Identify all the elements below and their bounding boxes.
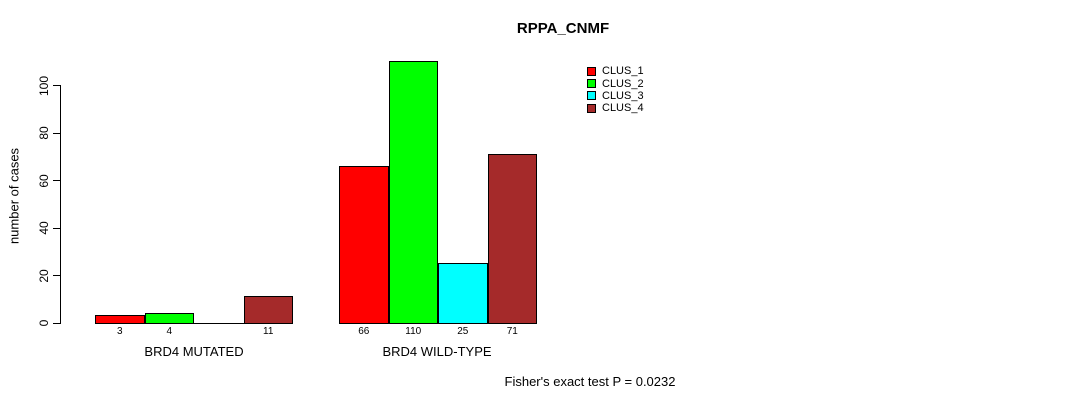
legend-item-label: CLUS_4 xyxy=(602,102,644,115)
legend-item-label: CLUS_3 xyxy=(602,89,644,102)
y-axis-label: number of cases xyxy=(6,147,22,245)
bar-CLUS_2-BRD4-MUTATED xyxy=(144,313,194,324)
legend-swatch-CLUS_3 xyxy=(587,91,596,101)
y-tick-mark xyxy=(53,180,60,181)
group-label-brd4-mutated: BRD4 MUTATED xyxy=(144,344,244,359)
fisher-test-annotation: Fisher's exact test P = 0.0232 xyxy=(504,374,676,389)
legend-item-label: CLUS_2 xyxy=(602,77,644,90)
bar-value-label: 66 xyxy=(358,326,370,337)
bar-value-label: 4 xyxy=(166,326,173,337)
y-tick-label: 80 xyxy=(37,126,51,140)
group-label-brd4-wild-type: BRD4 WILD-TYPE xyxy=(382,344,492,359)
legend-item-CLUS_4: CLUS_4 xyxy=(587,102,644,114)
y-tick-mark xyxy=(53,227,60,229)
bar-CLUS_1-BRD4-WILD-TYPE xyxy=(339,165,389,324)
legend: CLUS_1 CLUS_2 CLUS_3 CLUS_4 xyxy=(587,65,644,115)
y-tick-mark xyxy=(53,85,60,86)
y-tick-label: 60 xyxy=(37,173,51,188)
y-tick-mark xyxy=(53,275,60,276)
y-tick-label: 0 xyxy=(37,319,51,327)
chart-title: RPPA_CNMF xyxy=(516,20,610,37)
bar-CLUS_2-BRD4-WILD-TYPE xyxy=(388,61,438,324)
legend-swatch-CLUS_2 xyxy=(587,79,596,89)
legend-swatch-CLUS_4 xyxy=(587,103,596,113)
bar-CLUS_4-BRD4-WILD-TYPE xyxy=(487,153,537,324)
bar-CLUS_4-BRD4-MUTATED xyxy=(243,296,293,324)
y-tick-mark xyxy=(53,132,60,134)
bar-value-label: 25 xyxy=(457,326,469,337)
bar-value-label: 110 xyxy=(405,326,422,337)
y-tick-label: 100 xyxy=(37,75,51,96)
legend-item-CLUS_1: CLUS_1 xyxy=(587,65,644,77)
bar-value-label: 3 xyxy=(116,326,123,337)
legend-item-CLUS_2: CLUS_2 xyxy=(587,77,644,90)
y-axis-line xyxy=(60,85,61,324)
bar-value-label: 11 xyxy=(263,326,274,337)
legend-item-CLUS_3: CLUS_3 xyxy=(587,90,644,102)
bar-CLUS_3-BRD4-WILD-TYPE xyxy=(438,263,488,324)
y-tick-mark xyxy=(53,322,60,324)
bar-CLUS_3-BRD4-MUTATED xyxy=(194,322,244,324)
bar-value-label: 71 xyxy=(506,326,518,337)
legend-swatch-CLUS_1 xyxy=(587,66,596,76)
y-tick-label: 40 xyxy=(37,221,51,235)
legend-item-label: CLUS_1 xyxy=(602,65,644,78)
bar-CLUS_1-BRD4-MUTATED xyxy=(95,315,145,324)
y-tick-label: 20 xyxy=(37,268,51,283)
